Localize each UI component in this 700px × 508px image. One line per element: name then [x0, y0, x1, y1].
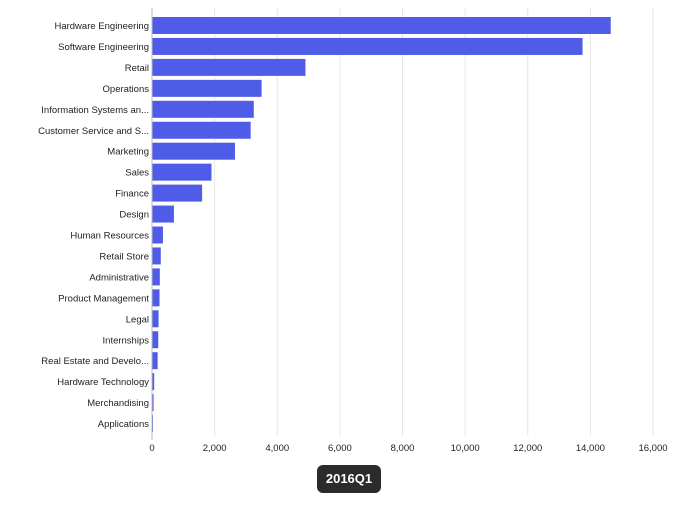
x-tick-label: 12,000: [513, 443, 542, 454]
category-label: Real Estate and Develo...: [41, 356, 149, 367]
bar[interactable]: [152, 394, 154, 412]
bar[interactable]: [152, 352, 158, 370]
x-tick-label: 16,000: [638, 443, 667, 454]
bar[interactable]: [152, 184, 203, 202]
category-label: Sales: [125, 168, 149, 179]
category-label: Customer Service and S...: [38, 126, 149, 137]
bar[interactable]: [152, 289, 160, 307]
x-axis: 0 2,000 4,000 6,000 8,000 10,000 12,000 14,000 1…: [149, 8, 668, 454]
bar-chart: Hardware Engineering Software Engineering…: [38, 8, 668, 454]
x-tick-label: 10,000: [451, 443, 480, 454]
bar[interactable]: [152, 331, 159, 349]
bar[interactable]: [152, 226, 163, 244]
x-tick-label: 6,000: [328, 443, 352, 454]
bar[interactable]: [152, 163, 212, 181]
bar[interactable]: [152, 121, 251, 139]
bar[interactable]: [152, 100, 254, 118]
bar[interactable]: [152, 373, 155, 391]
category-label: Administrative: [89, 272, 149, 283]
category-label: Merchandising: [87, 398, 149, 409]
category-label: Applications: [98, 419, 149, 430]
bar[interactable]: [152, 247, 161, 265]
bar[interactable]: [152, 37, 583, 55]
category-label: Legal: [126, 314, 149, 325]
bar[interactable]: [152, 142, 235, 160]
category-label: Information Systems an...: [41, 105, 149, 116]
x-tick-label: 8,000: [391, 443, 415, 454]
x-tick-label: 4,000: [265, 443, 289, 454]
bar[interactable]: [152, 17, 611, 34]
bars: [152, 17, 611, 433]
category-label: Hardware Technology: [57, 377, 149, 388]
category-label: Human Resources: [70, 231, 149, 242]
bar[interactable]: [152, 205, 174, 223]
category-label: Software Engineering: [58, 42, 149, 53]
category-label: Operations: [103, 84, 150, 95]
x-tick-label: 0: [149, 443, 154, 454]
grid-lines: [214, 8, 654, 436]
bar[interactable]: [152, 310, 159, 328]
category-label: Retail: [125, 63, 149, 74]
bar[interactable]: [152, 268, 160, 286]
bar[interactable]: [152, 58, 306, 76]
category-label: Finance: [115, 189, 149, 200]
period-badge[interactable]: 2016Q1: [317, 465, 381, 493]
category-label: Retail Store: [99, 251, 149, 262]
x-tick-label: 2,000: [203, 443, 227, 454]
category-label: Hardware Engineering: [54, 21, 149, 32]
category-label: Internships: [103, 335, 150, 346]
bar[interactable]: [152, 79, 262, 97]
category-labels: Hardware Engineering Software Engineering…: [38, 21, 149, 430]
category-label: Design: [119, 210, 149, 221]
category-label: Product Management: [58, 293, 149, 304]
category-label: Marketing: [107, 147, 149, 158]
x-tick-label: 14,000: [576, 443, 605, 454]
